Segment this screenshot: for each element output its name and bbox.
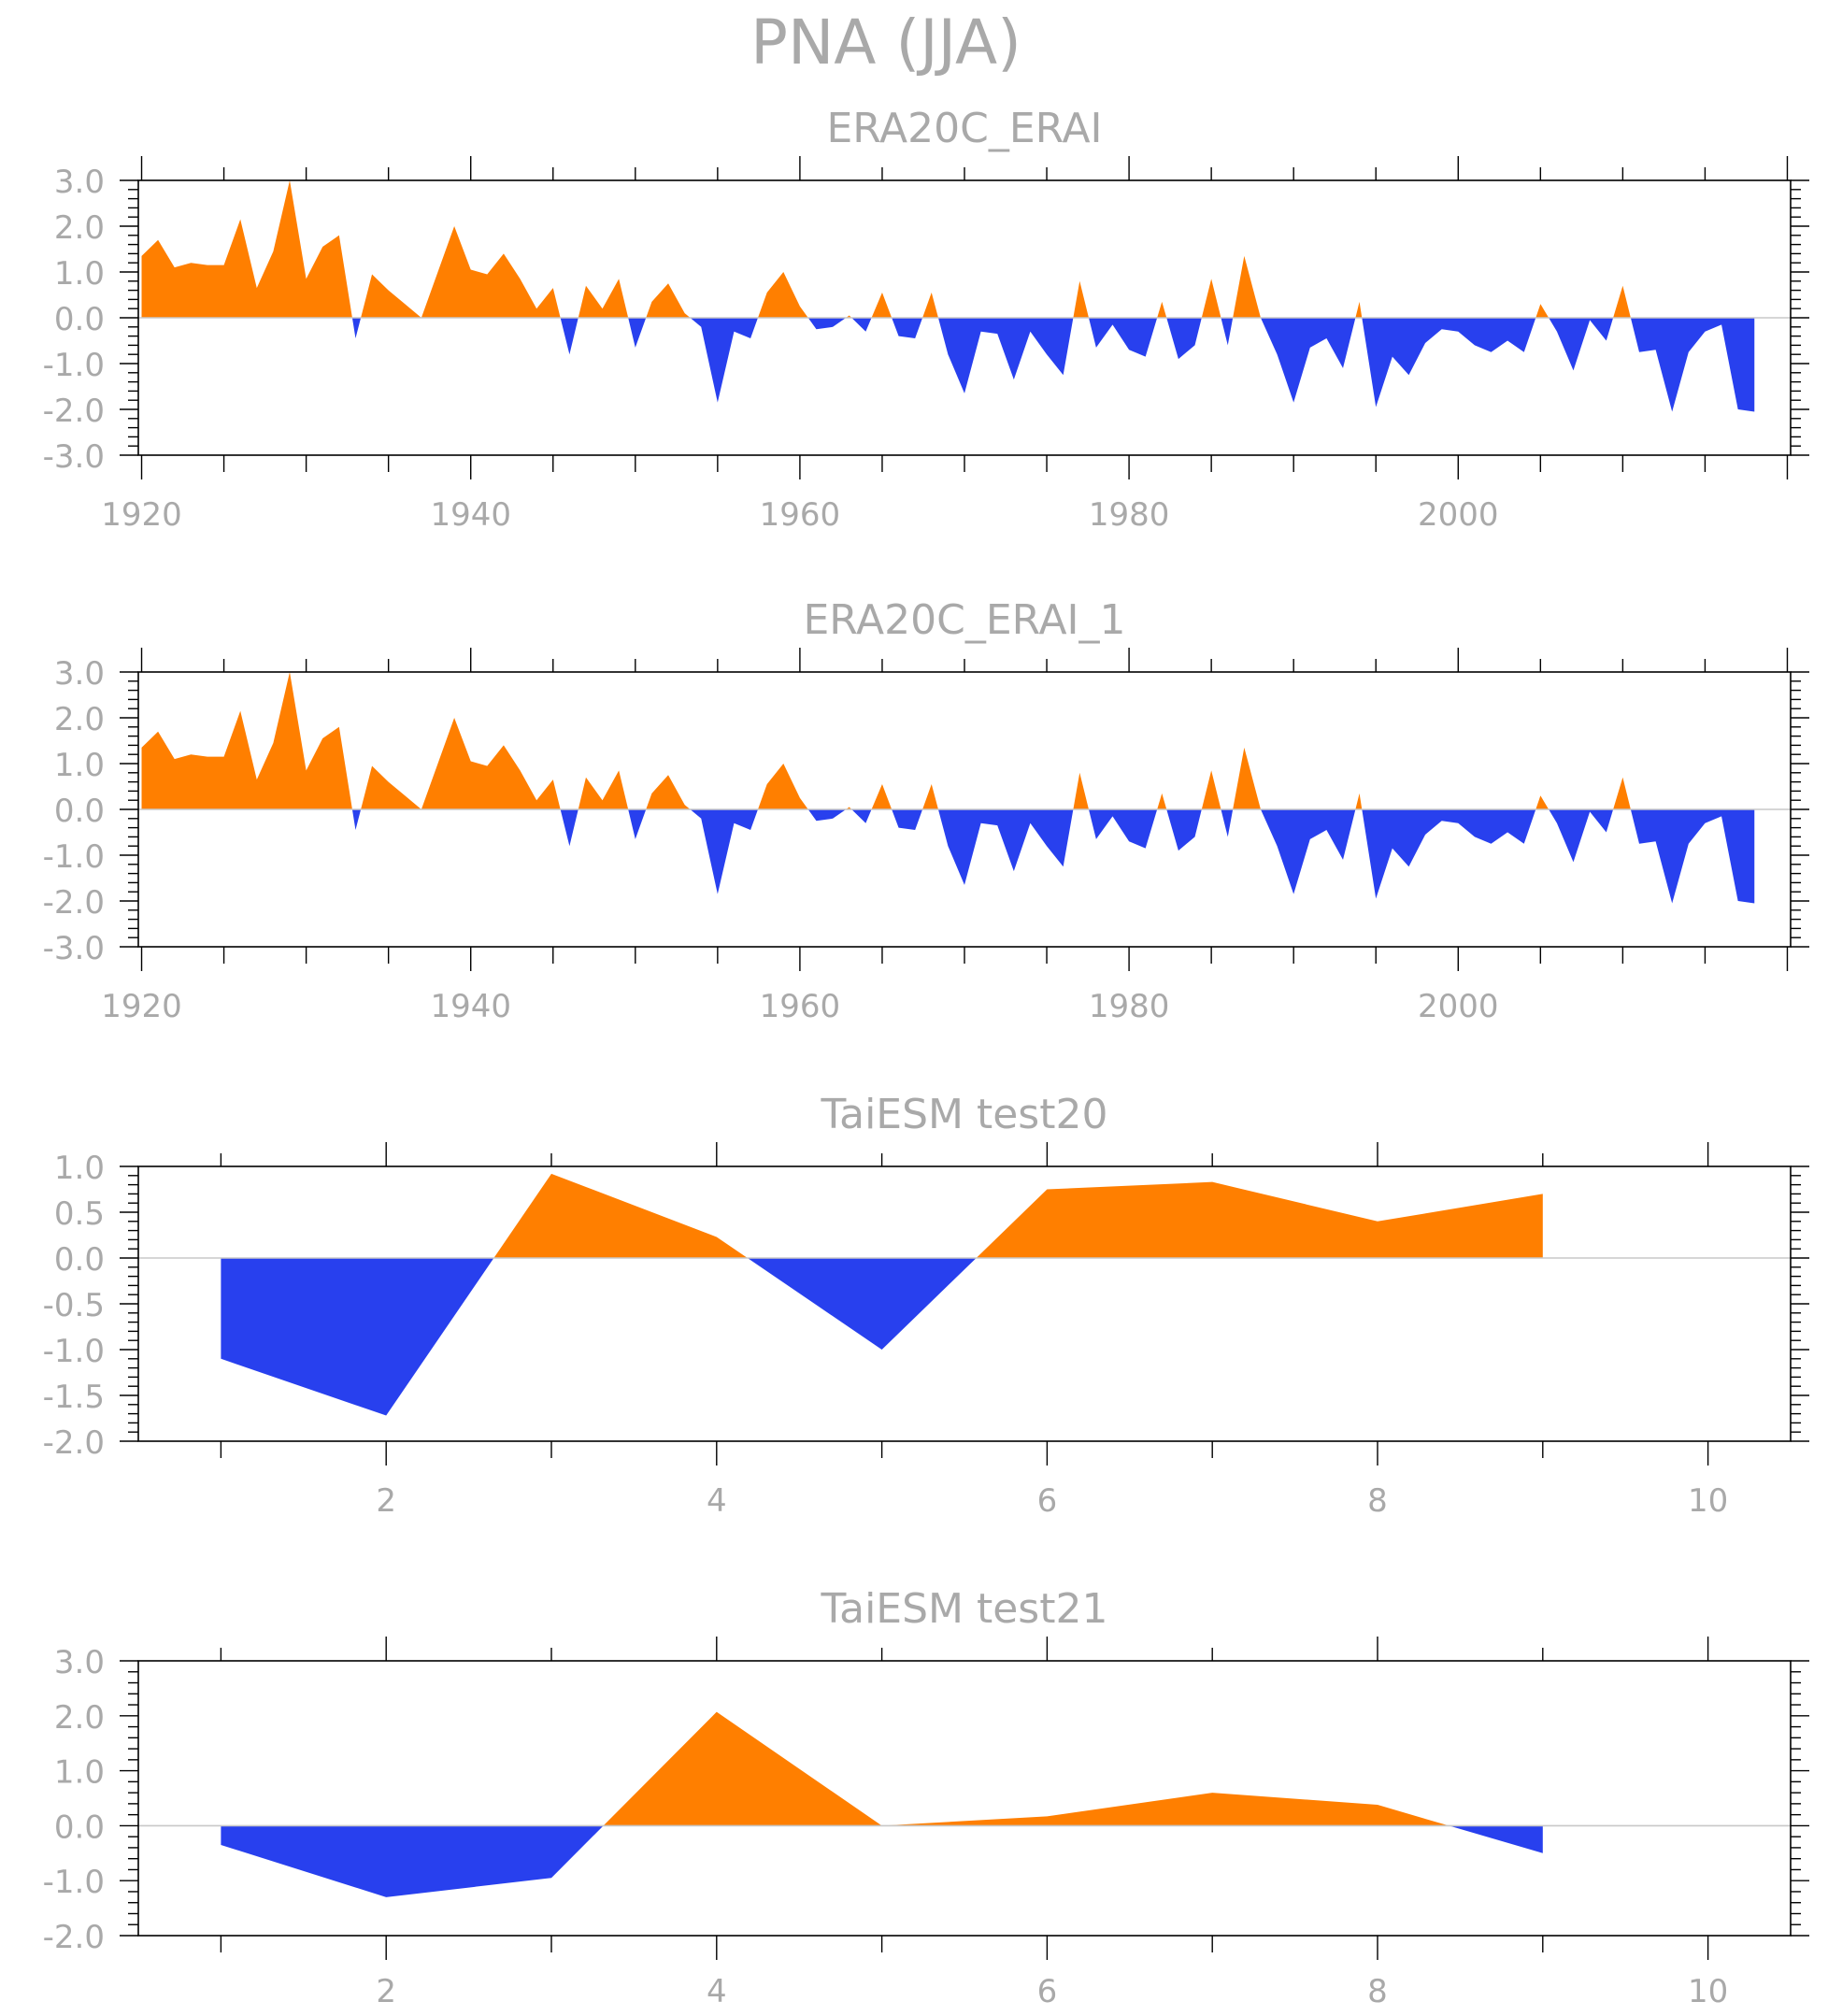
figure-title: PNA (JJA)	[750, 7, 1021, 79]
y-tick-label: 1.0	[54, 1150, 105, 1187]
panel-era20c-erai-1: ERA20C_ERAI_1 -3.0 -2.0 -1.0 0.0 1.0 2.0 3.0 19…	[43, 596, 1809, 1025]
panel-taiesm-test20: TaiESM test20 -2.0 -1.5 -1.0 -0.5 0.0 0.5 1.0 2…	[43, 1091, 1809, 1520]
y-tick-label: 3.0	[54, 1644, 105, 1681]
negative-area	[141, 809, 1755, 904]
x-tick-label: 10	[1688, 1482, 1728, 1520]
y-tick-label: 1.0	[54, 1754, 105, 1792]
negative-area	[221, 1258, 1543, 1416]
y-tick-label: -2.0	[43, 393, 105, 430]
x-tick-label: 1920	[101, 496, 182, 534]
y-tick-label: -2.0	[43, 1919, 105, 1956]
y-tick-label: -1.0	[43, 1333, 105, 1370]
y-tick-label: -1.0	[43, 347, 105, 384]
x-tick-label: 6	[1037, 1482, 1058, 1520]
x-tick-label: 1940	[430, 988, 511, 1025]
negative-area	[141, 318, 1755, 412]
panel-title: ERA20C_ERAI	[826, 105, 1102, 152]
x-tick-label: 2	[376, 1973, 396, 2010]
x-tick-label: 6	[1037, 1973, 1058, 2010]
positive-area	[221, 1711, 1543, 1826]
panel-taiesm-test21: TaiESM test21 -2.0 -1.0 0.0 1.0 2.0 3.0 2 4 6 8 10	[43, 1585, 1809, 2010]
y-tick-label: -1.0	[43, 1864, 105, 1901]
y-tick-label: 3.0	[54, 655, 105, 693]
x-tick-label: 1940	[430, 496, 511, 534]
positive-area	[141, 180, 1755, 318]
x-tick-label: 1980	[1089, 496, 1170, 534]
y-tick-label: 0.0	[54, 1241, 105, 1279]
x-tick-label: 8	[1367, 1482, 1388, 1520]
y-tick-label: -1.5	[43, 1379, 105, 1416]
x-tick-label: 1960	[760, 988, 841, 1025]
y-tick-label: 0.0	[54, 301, 105, 338]
x-tick-label: 4	[707, 1482, 727, 1520]
negative-area	[221, 1825, 1543, 1897]
x-tick-label: 2	[376, 1482, 396, 1520]
y-tick-label: -0.5	[43, 1287, 105, 1324]
y-tick-label: 3.0	[54, 164, 105, 201]
x-tick-label: 10	[1688, 1973, 1728, 2010]
y-tick-label: 0.0	[54, 1809, 105, 1846]
x-tick-label: 1920	[101, 988, 182, 1025]
panel-title: ERA20C_ERAI_1	[803, 596, 1125, 644]
y-tick-label: 1.0	[54, 747, 105, 784]
panel-era20c-erai: ERA20C_ERAI -3.0 -2.0 -1.0 0.0 1.0 2.0 3.0 1920…	[43, 105, 1809, 534]
y-tick-label: 0.5	[54, 1195, 105, 1233]
y-tick-label: 2.0	[54, 209, 105, 247]
panel-title: TaiESM test20	[821, 1091, 1108, 1138]
x-tick-label: 1960	[760, 496, 841, 534]
y-tick-label: -2.0	[43, 884, 105, 922]
x-tick-label: 1980	[1089, 988, 1170, 1025]
panel-title: TaiESM test21	[821, 1585, 1108, 1633]
y-tick-label: 1.0	[54, 255, 105, 293]
positive-area	[221, 1173, 1543, 1258]
y-tick-label: -3.0	[43, 930, 105, 967]
x-tick-label: 4	[707, 1973, 727, 2010]
y-tick-label: -1.0	[43, 838, 105, 876]
y-tick-label: 2.0	[54, 1699, 105, 1737]
y-tick-label: 2.0	[54, 701, 105, 738]
plot-frame	[137, 1660, 1792, 1937]
x-tick-label: 2000	[1418, 988, 1499, 1025]
y-tick-label: 0.0	[54, 793, 105, 830]
x-tick-label: 2000	[1418, 496, 1499, 534]
positive-area	[141, 672, 1755, 809]
y-tick-label: -2.0	[43, 1424, 105, 1462]
x-tick-label: 8	[1367, 1973, 1388, 2010]
y-tick-label: -3.0	[43, 438, 105, 476]
